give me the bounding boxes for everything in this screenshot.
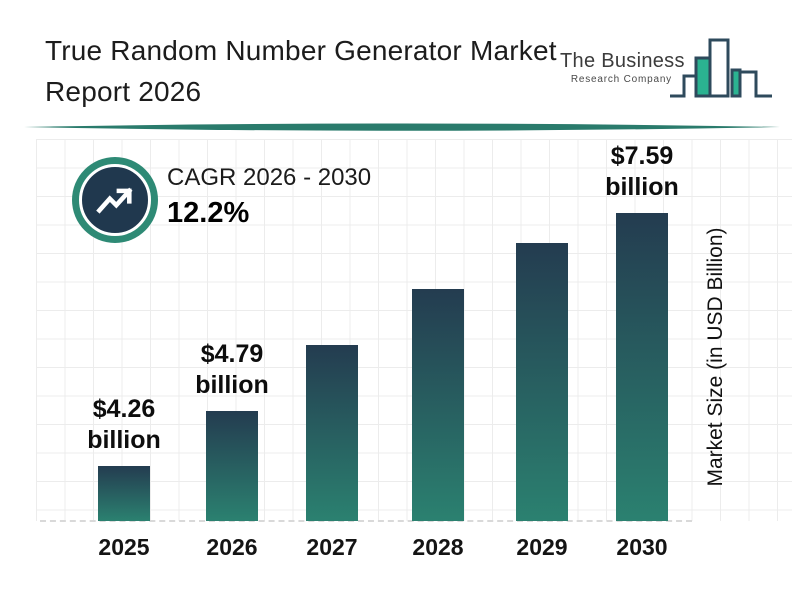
page-title-line1: True Random Number Generator Market (45, 35, 557, 66)
cagr-value: 12.2% (167, 197, 250, 229)
bar-2026 (206, 411, 258, 521)
x-tick-2027: 2027 (306, 534, 358, 560)
cagr-badge: CAGR 2026 - 2030 12.2% (72, 157, 542, 247)
company-logo: The Business Research Company (560, 32, 775, 112)
bar-2029 (516, 243, 568, 521)
bar-value-label-2026: $4.79 billion (195, 340, 269, 399)
logo-bars-icon (666, 32, 776, 115)
x-tick-2029: 2029 (516, 534, 568, 560)
cagr-label: CAGR 2026 - 2030 (167, 164, 372, 191)
chart-baseline (40, 520, 692, 522)
bar-value-label-2025: $4.26 billion (87, 395, 161, 454)
company-logo-subtitle: Research Company (570, 74, 672, 85)
y-axis-label: Market Size (in USD Billion) (704, 227, 727, 487)
bar-2028 (412, 289, 464, 521)
cagr-badge-circle (72, 157, 158, 243)
page-title: True Random Number Generator Market Repo… (45, 30, 585, 112)
x-tick-2030: 2030 (616, 534, 668, 560)
bar-2027 (306, 345, 358, 521)
x-tick-2028: 2028 (412, 534, 464, 560)
bar-2030 (616, 213, 668, 521)
page-title-line2: Report 2026 (45, 76, 202, 107)
company-logo-text: The Business Research Company (560, 50, 685, 85)
x-tick-2026: 2026 (206, 534, 258, 560)
trend-up-icon (79, 164, 151, 236)
x-tick-2025: 2025 (98, 534, 150, 560)
bar-2025 (98, 466, 150, 521)
divider (0, 118, 800, 138)
bar-value-label-2030: $7.59 billion (605, 142, 679, 201)
company-logo-name: The Business (560, 50, 685, 72)
